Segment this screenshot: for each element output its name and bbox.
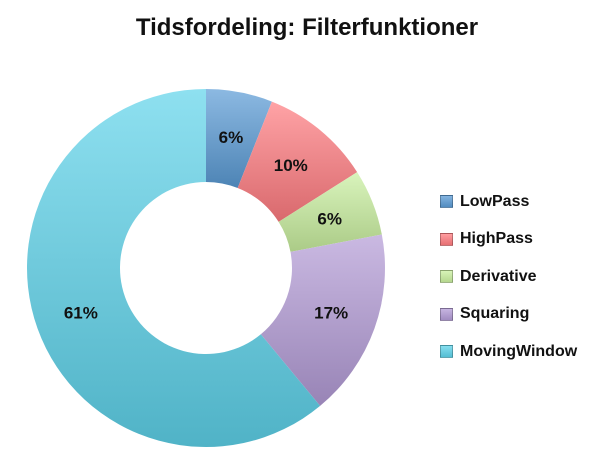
- legend-swatch-derivative: [440, 270, 453, 284]
- slice-label-high-pass: 10%: [274, 156, 308, 175]
- legend: LowPass HighPass Derivative Squaring MovingW…: [440, 183, 577, 371]
- slice-low-pass: [206, 89, 272, 189]
- legend-item-derivative: Derivative: [440, 258, 577, 296]
- slice-squaring: [260, 234, 385, 406]
- legend-label-derivative: Derivative: [460, 267, 537, 285]
- legend-swatch-moving-window: [440, 345, 453, 359]
- legend-label-high-pass: HighPass: [460, 230, 533, 248]
- slice-label-moving-window: 61%: [64, 304, 98, 323]
- legend-item-low-pass: LowPass: [440, 183, 577, 221]
- slice-derivative: [278, 172, 382, 252]
- legend-label-low-pass: LowPass: [460, 192, 530, 210]
- slice-label-squaring: 17%: [314, 304, 348, 323]
- legend-swatch-low-pass: [440, 195, 453, 209]
- slice-high-pass: [237, 101, 358, 222]
- slice-label-low-pass: 6%: [219, 128, 244, 147]
- slice-label-derivative: 6%: [317, 210, 342, 229]
- slice-moving-window: [26, 89, 321, 447]
- legend-label-moving-window: MovingWindow: [460, 342, 578, 360]
- legend-item-moving-window: MovingWindow: [440, 333, 577, 371]
- legend-item-high-pass: HighPass: [440, 221, 577, 259]
- legend-swatch-squaring: [440, 307, 453, 321]
- legend-item-squaring: Squaring: [440, 296, 577, 334]
- legend-label-squaring: Squaring: [460, 305, 530, 323]
- legend-swatch-high-pass: [440, 232, 453, 246]
- chart-title: Tidsfordeling: Filterfunktioner: [135, 14, 479, 41]
